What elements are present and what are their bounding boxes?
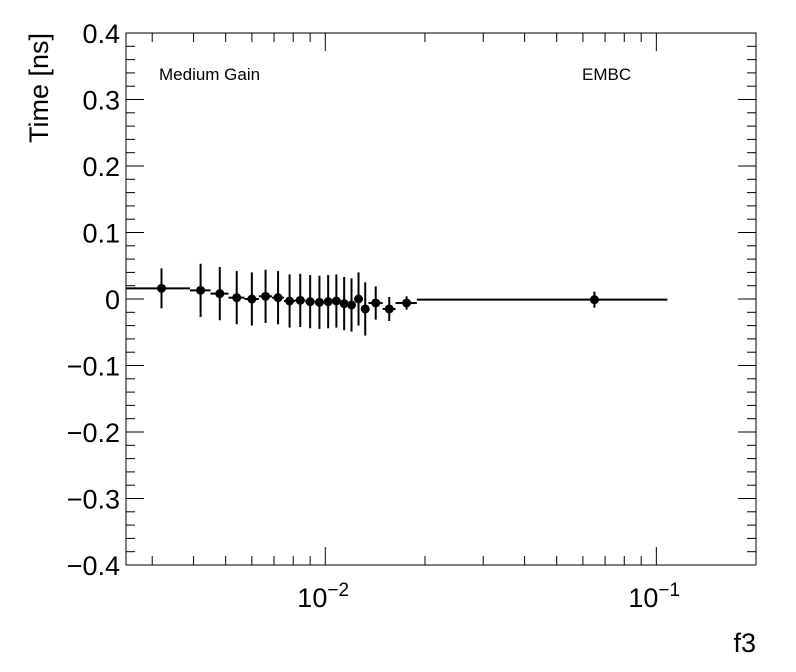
data-points xyxy=(126,263,668,336)
y-tick-label: 0.4 xyxy=(82,19,120,49)
data-point xyxy=(244,272,259,326)
data-point xyxy=(323,275,333,329)
y-tick-label: 0 xyxy=(105,285,120,315)
y-tick-label: −0.4 xyxy=(67,551,120,581)
point-marker xyxy=(156,283,166,293)
point-marker xyxy=(347,300,357,310)
data-point xyxy=(295,273,306,327)
data-point xyxy=(305,275,315,329)
data-point xyxy=(395,296,417,310)
data-point xyxy=(331,274,341,328)
x-tick-label: 10−1 xyxy=(628,580,680,613)
data-point xyxy=(354,272,364,326)
point-marker xyxy=(295,295,305,305)
point-marker xyxy=(371,298,381,308)
point-marker xyxy=(273,293,283,303)
y-tick-labels: −0.4 −0.3 −0.2 −0.1 0 0.1 0.2 0.3 0.4 xyxy=(67,19,120,581)
point-marker xyxy=(360,304,370,314)
data-point xyxy=(271,271,284,325)
data-point xyxy=(368,286,383,320)
data-point xyxy=(347,278,357,332)
x-tick-labels: 10−2 10−1 xyxy=(297,580,680,613)
data-point xyxy=(189,263,211,317)
point-marker xyxy=(305,297,315,307)
annotation-region: EMBC xyxy=(582,65,631,84)
point-marker xyxy=(247,294,257,304)
point-marker xyxy=(323,297,333,307)
point-marker xyxy=(261,291,271,301)
data-point xyxy=(258,269,272,323)
data-point xyxy=(360,282,370,336)
data-point xyxy=(416,291,668,308)
point-marker xyxy=(384,304,394,314)
data-point xyxy=(210,267,229,321)
point-marker xyxy=(589,295,599,305)
annotation-gain: Medium Gain xyxy=(159,65,260,84)
point-marker xyxy=(232,293,242,303)
point-marker xyxy=(354,294,364,304)
y-tick-label: 0.1 xyxy=(82,219,120,249)
point-marker xyxy=(402,298,412,308)
x-axis-title: f3 xyxy=(733,628,756,658)
data-point xyxy=(228,271,245,325)
data-point xyxy=(314,275,324,329)
data-point xyxy=(382,297,396,321)
axis-ticks xyxy=(126,32,757,566)
point-marker xyxy=(331,296,341,306)
y-tick-label: −0.2 xyxy=(67,418,120,448)
point-marker xyxy=(196,285,206,295)
data-point xyxy=(339,277,349,331)
y-tick-label: −0.1 xyxy=(67,352,120,382)
point-marker xyxy=(285,296,295,306)
y-tick-label: 0.3 xyxy=(82,86,120,116)
y-tick-label: 0.2 xyxy=(82,152,120,182)
y-axis-title: Time [ns] xyxy=(24,33,54,143)
point-marker xyxy=(339,299,349,309)
point-marker xyxy=(314,297,324,307)
data-point xyxy=(126,268,190,309)
point-marker xyxy=(215,289,225,299)
x-tick-label: 10−2 xyxy=(297,580,349,613)
data-point xyxy=(283,274,296,328)
y-tick-label: −0.3 xyxy=(67,485,120,515)
